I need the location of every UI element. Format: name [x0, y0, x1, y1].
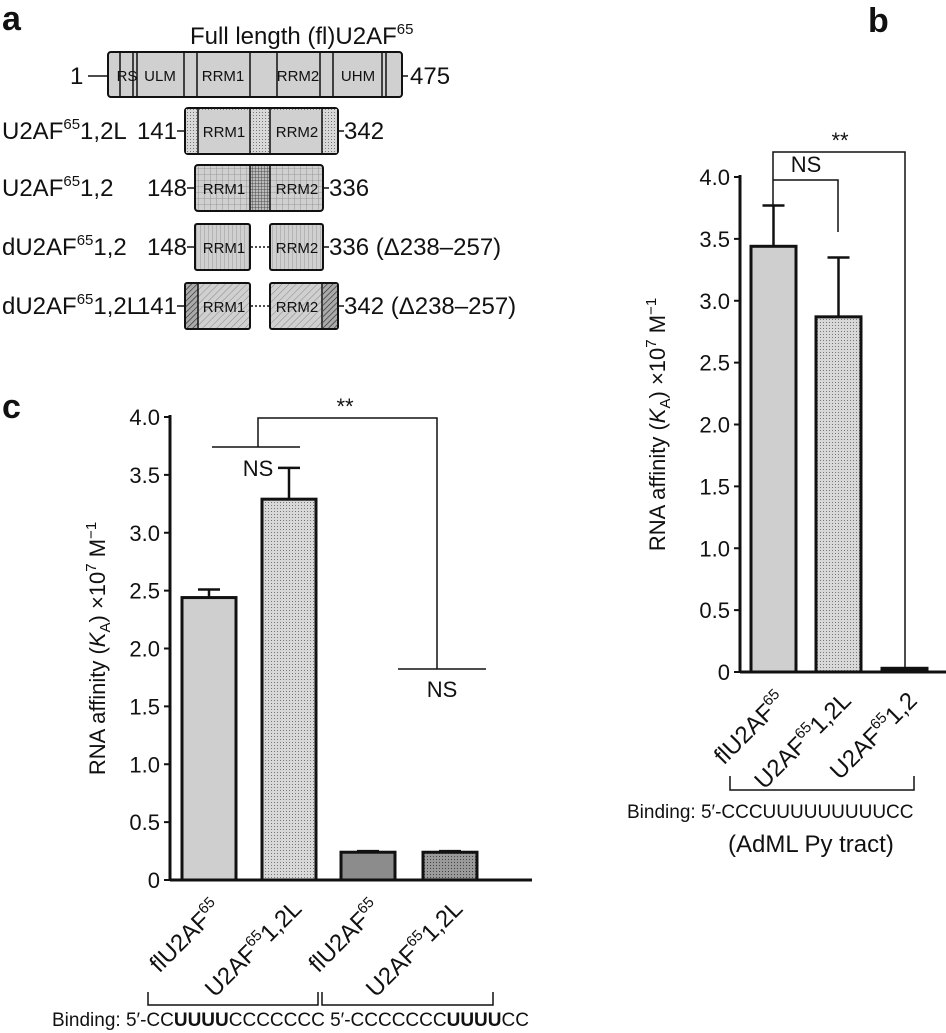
y-tick-label: 0 — [718, 660, 730, 685]
construct-name: U2AF651,2L — [2, 116, 127, 145]
binding-note: (AdML Py tract) — [728, 831, 894, 858]
binding-bracket — [147, 992, 319, 1006]
ns-bracket — [773, 179, 839, 232]
y-tick-label: 4.0 — [129, 405, 160, 430]
y-tick-label: 3.0 — [129, 521, 160, 546]
y-tick-label: 3.5 — [129, 463, 160, 488]
y-tick-label: 1.5 — [699, 474, 730, 499]
y-tick-label: 1.5 — [129, 694, 160, 719]
construct-name: U2AF651,2 — [2, 173, 113, 202]
bar — [880, 666, 929, 674]
start-residue: 148 — [147, 234, 187, 261]
y-tick-label: 2.0 — [699, 413, 730, 438]
construct-row: U2AF651,2L 141 RRM1 RRM2 342 — [2, 107, 384, 155]
binding-sequence: Binding: 5′-CCUUUUCCCCCCC 5′-CCCCCCCUUUU… — [52, 1010, 529, 1031]
significance-bracket — [257, 417, 438, 669]
construct-row: U2AF651,2 148 RRM1 RRM2 336 — [2, 164, 369, 212]
y-tick-label: 0.5 — [699, 598, 730, 623]
significance-label: ** — [336, 394, 354, 419]
y-tick-label: 1.0 — [699, 536, 730, 561]
domain-rrm1: RRM1 — [203, 181, 246, 198]
y-tick-label: 0.5 — [129, 810, 160, 835]
domain-rrm1: RRM1 — [203, 124, 246, 141]
construct-name: dU2AF651,2 — [2, 232, 127, 261]
binding-bracket — [729, 776, 915, 791]
binding-sequence: Binding: 5′-CCCUUUUUUUUUCC — [627, 802, 914, 823]
significance-bracket — [772, 151, 906, 668]
y-tick-label: 3.5 — [699, 227, 730, 252]
construct-list: U2AF651,2L 141 RRM1 RRM2 342 U2AF651,2 148 RRM1… — [2, 107, 516, 330]
construct-name: dU2AF651,2L — [2, 291, 140, 320]
y-tick-label: 2.5 — [129, 579, 160, 604]
ns-label: NS — [791, 152, 822, 177]
start-residue: 141 — [137, 118, 177, 145]
end-residue: 336 (Δ238–257) — [329, 234, 501, 261]
end-residue: 475 — [410, 63, 450, 90]
y-tick-label: 3.0 — [699, 289, 730, 314]
construct-row: dU2AF651,2 148 RRM1 RRM2 336 (Δ238–257) — [2, 223, 501, 271]
domain-rrm2: RRM2 — [277, 68, 320, 85]
y-tick-label: 1.0 — [129, 752, 160, 777]
domain-rrm2: RRM2 — [276, 299, 319, 316]
bar — [260, 497, 318, 882]
start-residue: 141 — [137, 293, 177, 320]
bar — [749, 244, 798, 674]
domain-rrm1: RRM1 — [203, 240, 246, 257]
domain-rrm1: RRM1 — [202, 68, 245, 85]
full-length-title: Full length (fl)U2AF65 — [190, 21, 413, 50]
y-tick-label: 4.0 — [699, 165, 730, 190]
full-length-construct: 1 RS ULM RRM1 RRM2 UHM 475 — [70, 51, 450, 98]
binding-bracket — [321, 992, 494, 1006]
construct-box-rrm1 — [194, 223, 251, 271]
construct-box-rrm1 — [184, 282, 251, 330]
significance-label: ** — [831, 128, 849, 153]
bar — [814, 315, 863, 674]
category-label: U2AF651,2L — [360, 894, 469, 1003]
ns-label: NS — [427, 677, 458, 702]
panel-b-letter: b — [868, 2, 889, 40]
domain-rrm2: RRM2 — [276, 124, 319, 141]
category-label: flU2AF65 — [143, 894, 227, 978]
end-residue: 342 (Δ238–257) — [344, 293, 516, 320]
bar — [421, 850, 479, 882]
y-tick-label: 2.0 — [129, 637, 160, 662]
domain-ulm: ULM — [144, 68, 176, 85]
panel-a-letter: a — [2, 0, 22, 38]
panel-c: c RNA affinity (KA) ×107 M−1 0 0.5 1.0 1.5 2.… — [2, 388, 532, 1031]
start-residue: 148 — [147, 175, 187, 202]
domain-rs: RS — [117, 68, 138, 85]
domain-rrm2: RRM2 — [276, 240, 319, 257]
end-residue: 342 — [344, 118, 384, 145]
y-tick-label: 2.5 — [699, 351, 730, 376]
category-label: U2AF651,2L — [199, 894, 308, 1003]
category-label: flU2AF65 — [302, 894, 386, 978]
domain-rrm1: RRM1 — [203, 299, 246, 316]
domain-rrm2: RRM2 — [276, 181, 319, 198]
panel-b: b RNA affinity (KA) ×107 M−1 0 0.5 1.0 1.5 2.… — [627, 2, 946, 858]
bar — [339, 850, 397, 882]
bar — [180, 596, 238, 882]
start-residue: 1 — [70, 63, 83, 90]
ns-label: NS — [243, 456, 274, 481]
panel-a: a Full length (fl)U2AF65 1 RS ULM RRM1 R… — [2, 0, 516, 330]
panel-c-letter: c — [2, 388, 21, 426]
y-axis-label: RNA affinity (KA) ×107 M−1 — [83, 522, 114, 775]
y-axis-label: RNA affinity (KA) ×107 M−1 — [643, 298, 674, 551]
y-tick-label: 0 — [148, 868, 160, 893]
domain-uhm: UHM — [341, 68, 375, 85]
end-residue: 336 — [329, 175, 369, 202]
